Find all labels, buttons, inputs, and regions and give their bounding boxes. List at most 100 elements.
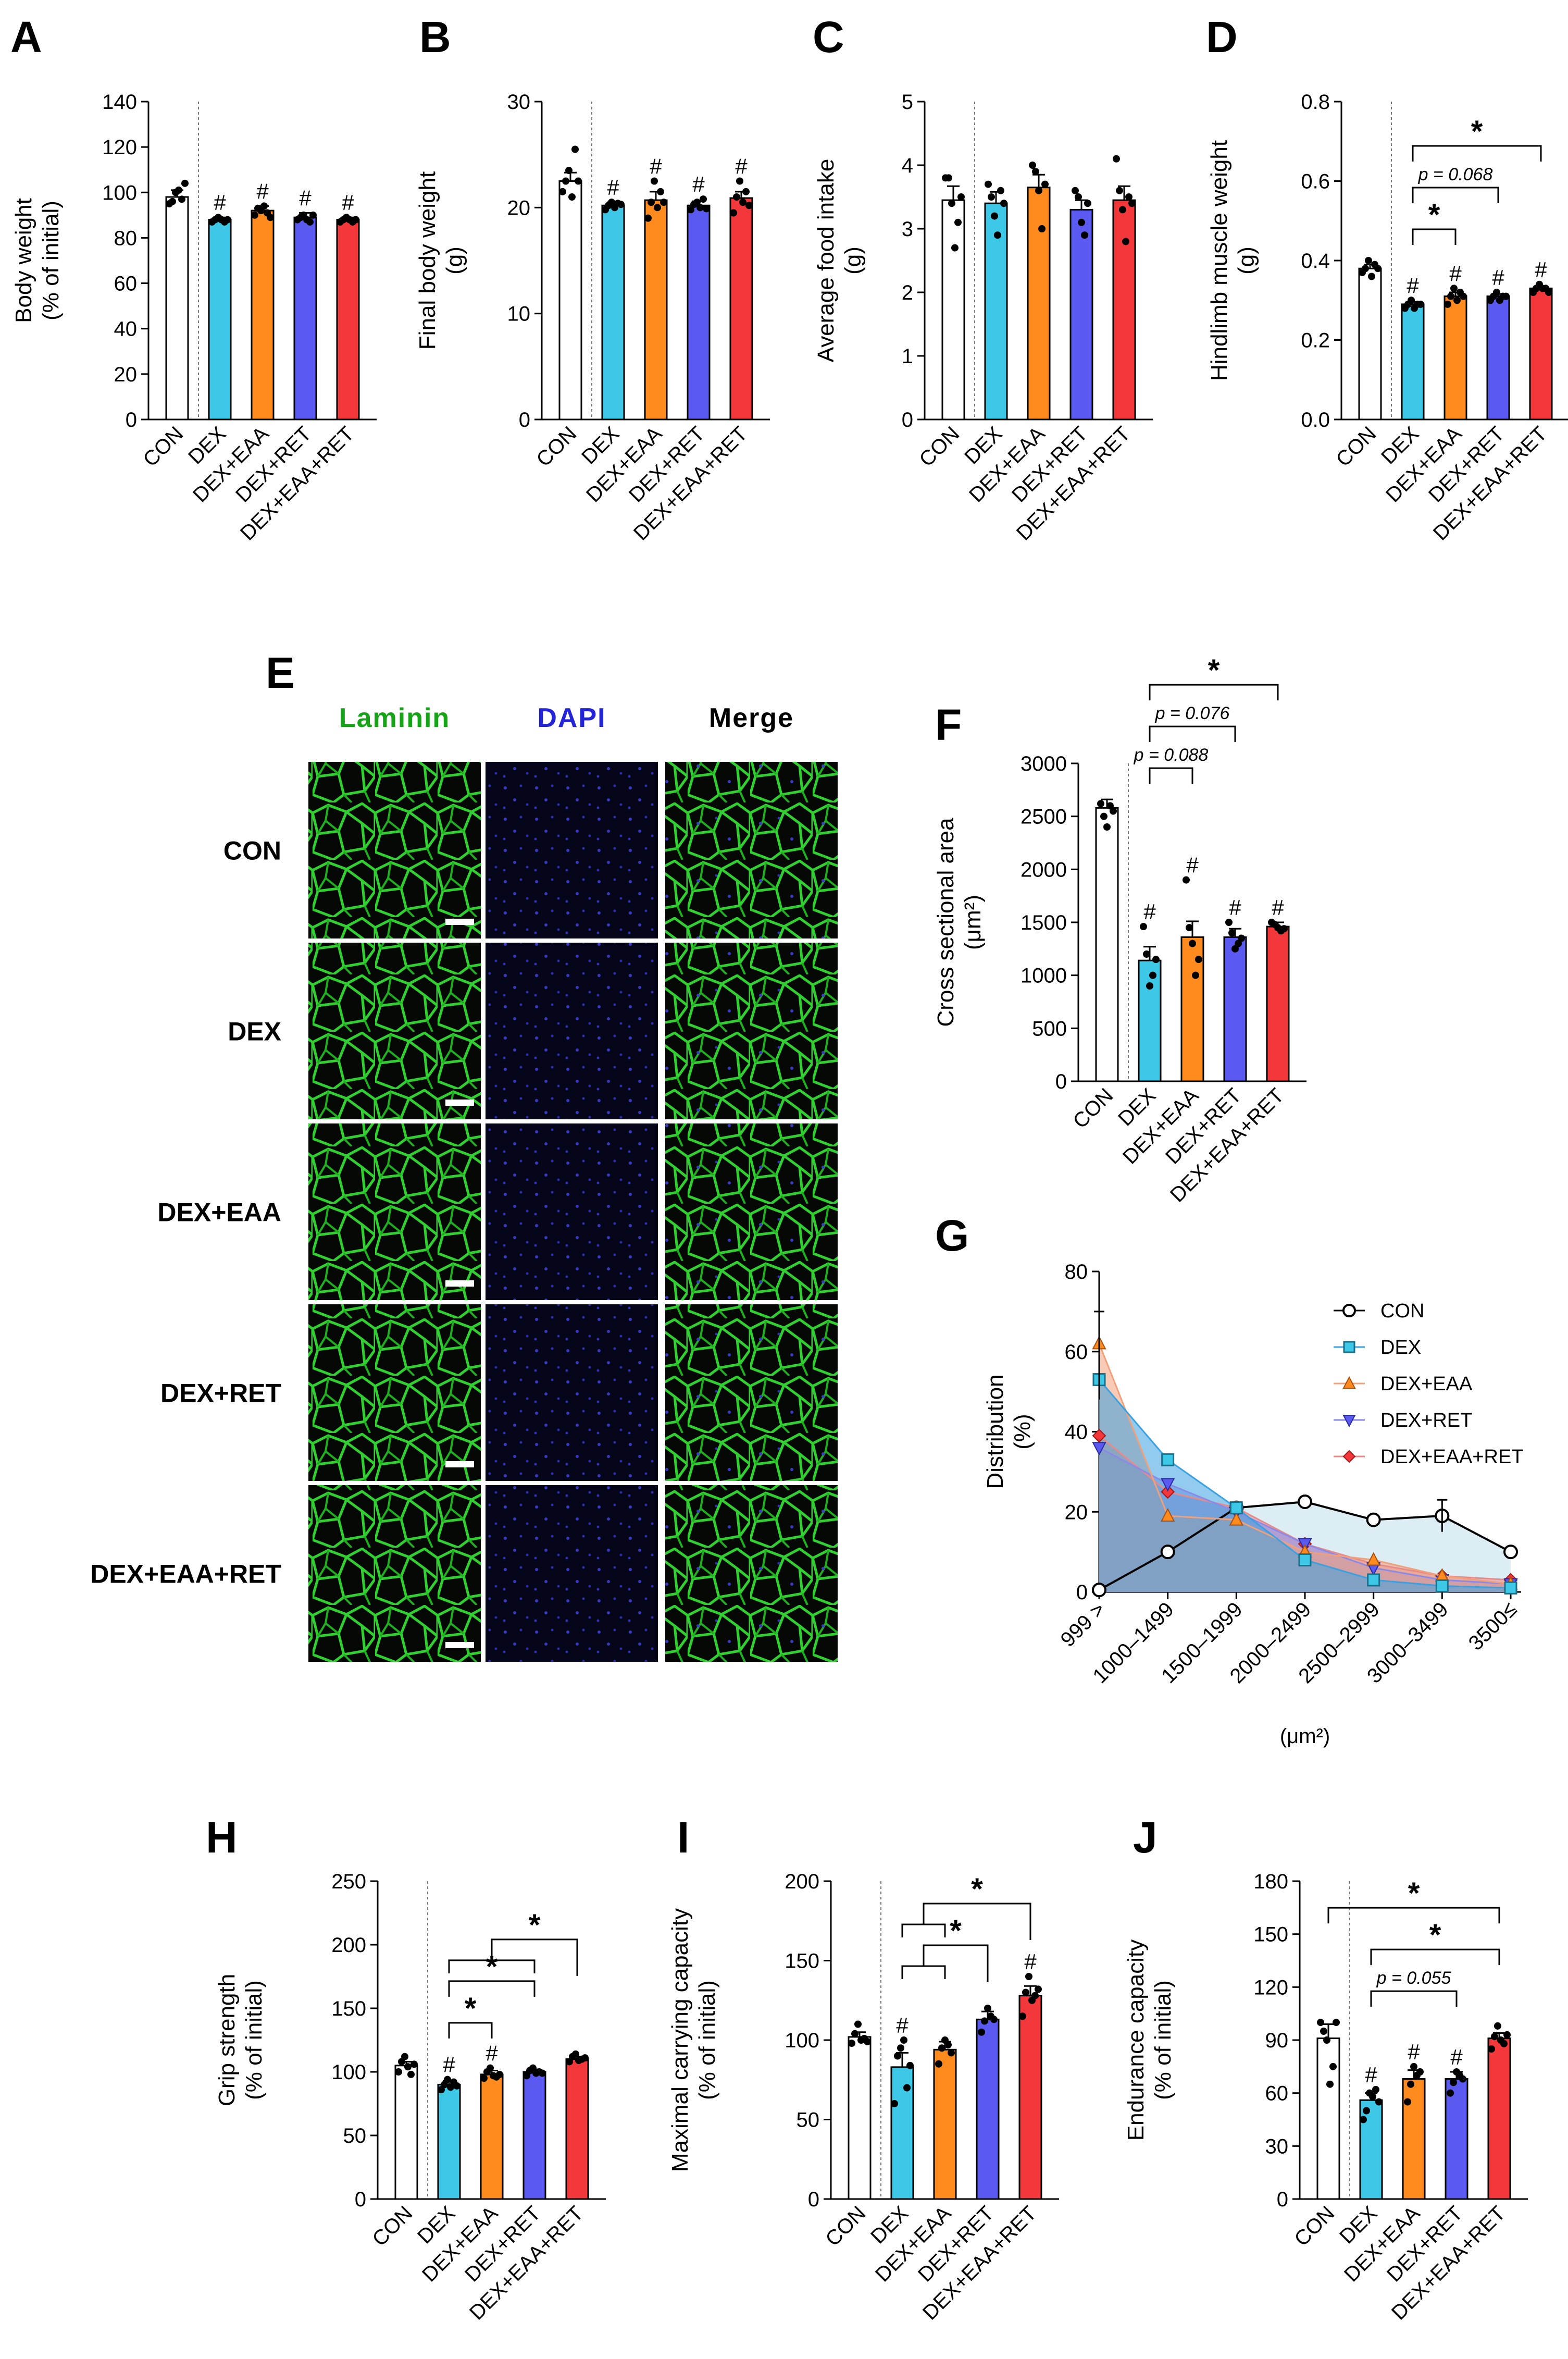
- data-point: [984, 2005, 991, 2012]
- data-point: [1029, 162, 1036, 169]
- y-tick-label: 0.2: [1301, 329, 1330, 352]
- data-point: [1106, 802, 1114, 810]
- comparison-bracket: [923, 1944, 989, 1982]
- data-point: [178, 195, 185, 203]
- y-tick-label: 0: [1076, 1581, 1088, 1604]
- data-point: [900, 2036, 907, 2044]
- significance-hash: #: [1492, 265, 1504, 290]
- comparison-bracket: [1149, 767, 1193, 784]
- bar-dex-ret: [1069, 208, 1093, 421]
- data-point: [891, 2100, 898, 2107]
- micrograph-dapi: [483, 1121, 660, 1302]
- data-point: [169, 197, 176, 205]
- y-tick-label: 20: [1065, 1501, 1088, 1524]
- data-point: [1022, 1989, 1029, 1996]
- y-tick-label: 0: [126, 409, 137, 431]
- marker-dex: [1229, 1501, 1243, 1515]
- data-point: [1326, 2080, 1334, 2088]
- data-point: [1374, 265, 1382, 273]
- data-point: [1360, 2116, 1367, 2123]
- image-panel-e: E Laminin DAPI Merge CON DEX DEX+EAA DEX+RET DEX…: [90, 648, 840, 1664]
- column-header: DAPI: [537, 703, 606, 733]
- y-tick-label: 3: [902, 218, 913, 241]
- x-tick-label: CON: [1068, 1084, 1117, 1133]
- significance-hash: #: [443, 2053, 455, 2077]
- y-axis-label: Average food intake: [813, 159, 839, 363]
- data-point: [935, 2060, 942, 2068]
- data-point: [1081, 231, 1088, 239]
- data-point: [994, 231, 1001, 239]
- panel-letter: D: [1206, 13, 1238, 61]
- data-point: [1502, 292, 1510, 300]
- y-tick-label: 250: [331, 1870, 366, 1893]
- bar-dex-ret: [293, 216, 317, 421]
- bar-con: [394, 2065, 418, 2200]
- bar-dex-eaa-ret: [1487, 2037, 1511, 2200]
- marker-dex-eaa: [1229, 1512, 1243, 1526]
- marker-dex: [1367, 1573, 1380, 1587]
- significance-hash: #: [607, 175, 619, 200]
- y-tick-label: 40: [1065, 1421, 1088, 1444]
- marker-dex: [1504, 1581, 1517, 1595]
- y-tick-label: 0: [355, 2188, 366, 2211]
- y-tick-label: 30: [1265, 2135, 1289, 2158]
- data-point: [181, 179, 189, 187]
- data-point: [1038, 225, 1046, 232]
- significance-hash: #: [650, 154, 662, 179]
- data-point: [657, 188, 664, 195]
- x-tick-label: CON: [368, 2202, 417, 2251]
- y-tick-label: 1500: [1021, 911, 1067, 934]
- data-point: [1417, 300, 1424, 308]
- y-axis-unit: (% of initial): [38, 201, 64, 320]
- data-point: [1444, 300, 1451, 308]
- significance-hash: #: [1449, 261, 1462, 286]
- data-point: [700, 195, 707, 203]
- bar-con: [1095, 807, 1119, 1082]
- data-point: [395, 2068, 402, 2076]
- bar-dex-eaa: [644, 199, 668, 421]
- data-point: [1320, 2028, 1327, 2035]
- scale-bar: [445, 1100, 474, 1106]
- data-point: [1128, 200, 1136, 207]
- micrograph-dapi: [483, 1302, 660, 1483]
- y-tick-label: 2500: [1021, 806, 1067, 829]
- data-point: [1231, 945, 1239, 953]
- scale-bar: [445, 1642, 474, 1648]
- x-tick-label: CON: [821, 2202, 870, 2251]
- y-axis-unit: (% of initial): [1150, 1980, 1176, 2100]
- data-point: [1329, 2062, 1337, 2070]
- micrograph-laminin: [306, 760, 483, 941]
- data-point: [572, 2050, 579, 2058]
- y-axis-label: Body weight: [11, 198, 36, 323]
- data-point: [651, 177, 658, 185]
- y-axis-label: Maximal carrying capacity: [667, 1908, 693, 2172]
- y-tick-label: 200: [331, 1934, 366, 1957]
- chart-panel-f: F 0 500 1000 1500 2000 2500 3000 Cross sectional…: [933, 653, 1306, 1207]
- bar-dex-eaa-ret: [1018, 1995, 1042, 2200]
- y-axis-unit: (g): [442, 246, 467, 275]
- data-point: [988, 193, 995, 201]
- scale-bar: [445, 1461, 474, 1467]
- data-point: [1113, 155, 1120, 163]
- bar-con: [558, 180, 582, 421]
- y-tick-label: 0: [1277, 2188, 1288, 2211]
- data-point: [906, 2061, 914, 2069]
- x-tick-label: CON: [1331, 422, 1380, 471]
- panel-letter: H: [206, 1813, 238, 1862]
- data-point: [575, 177, 582, 185]
- data-point: [944, 2041, 952, 2049]
- data-point: [903, 2084, 911, 2092]
- x-tick-label: CON: [532, 422, 581, 471]
- bar-dex: [1359, 2099, 1383, 2200]
- data-point: [1078, 218, 1085, 226]
- data-point: [480, 2074, 488, 2082]
- marker-con: [1366, 1512, 1381, 1527]
- y-tick-label: 0.4: [1301, 250, 1330, 273]
- y-tick-label: 2: [902, 281, 913, 304]
- comparison-bracket: [448, 1980, 536, 1997]
- y-tick-label: 0: [902, 409, 913, 431]
- comparison-bracket: [1412, 228, 1457, 245]
- column-header: Laminin: [339, 703, 450, 733]
- data-point: [997, 187, 1004, 194]
